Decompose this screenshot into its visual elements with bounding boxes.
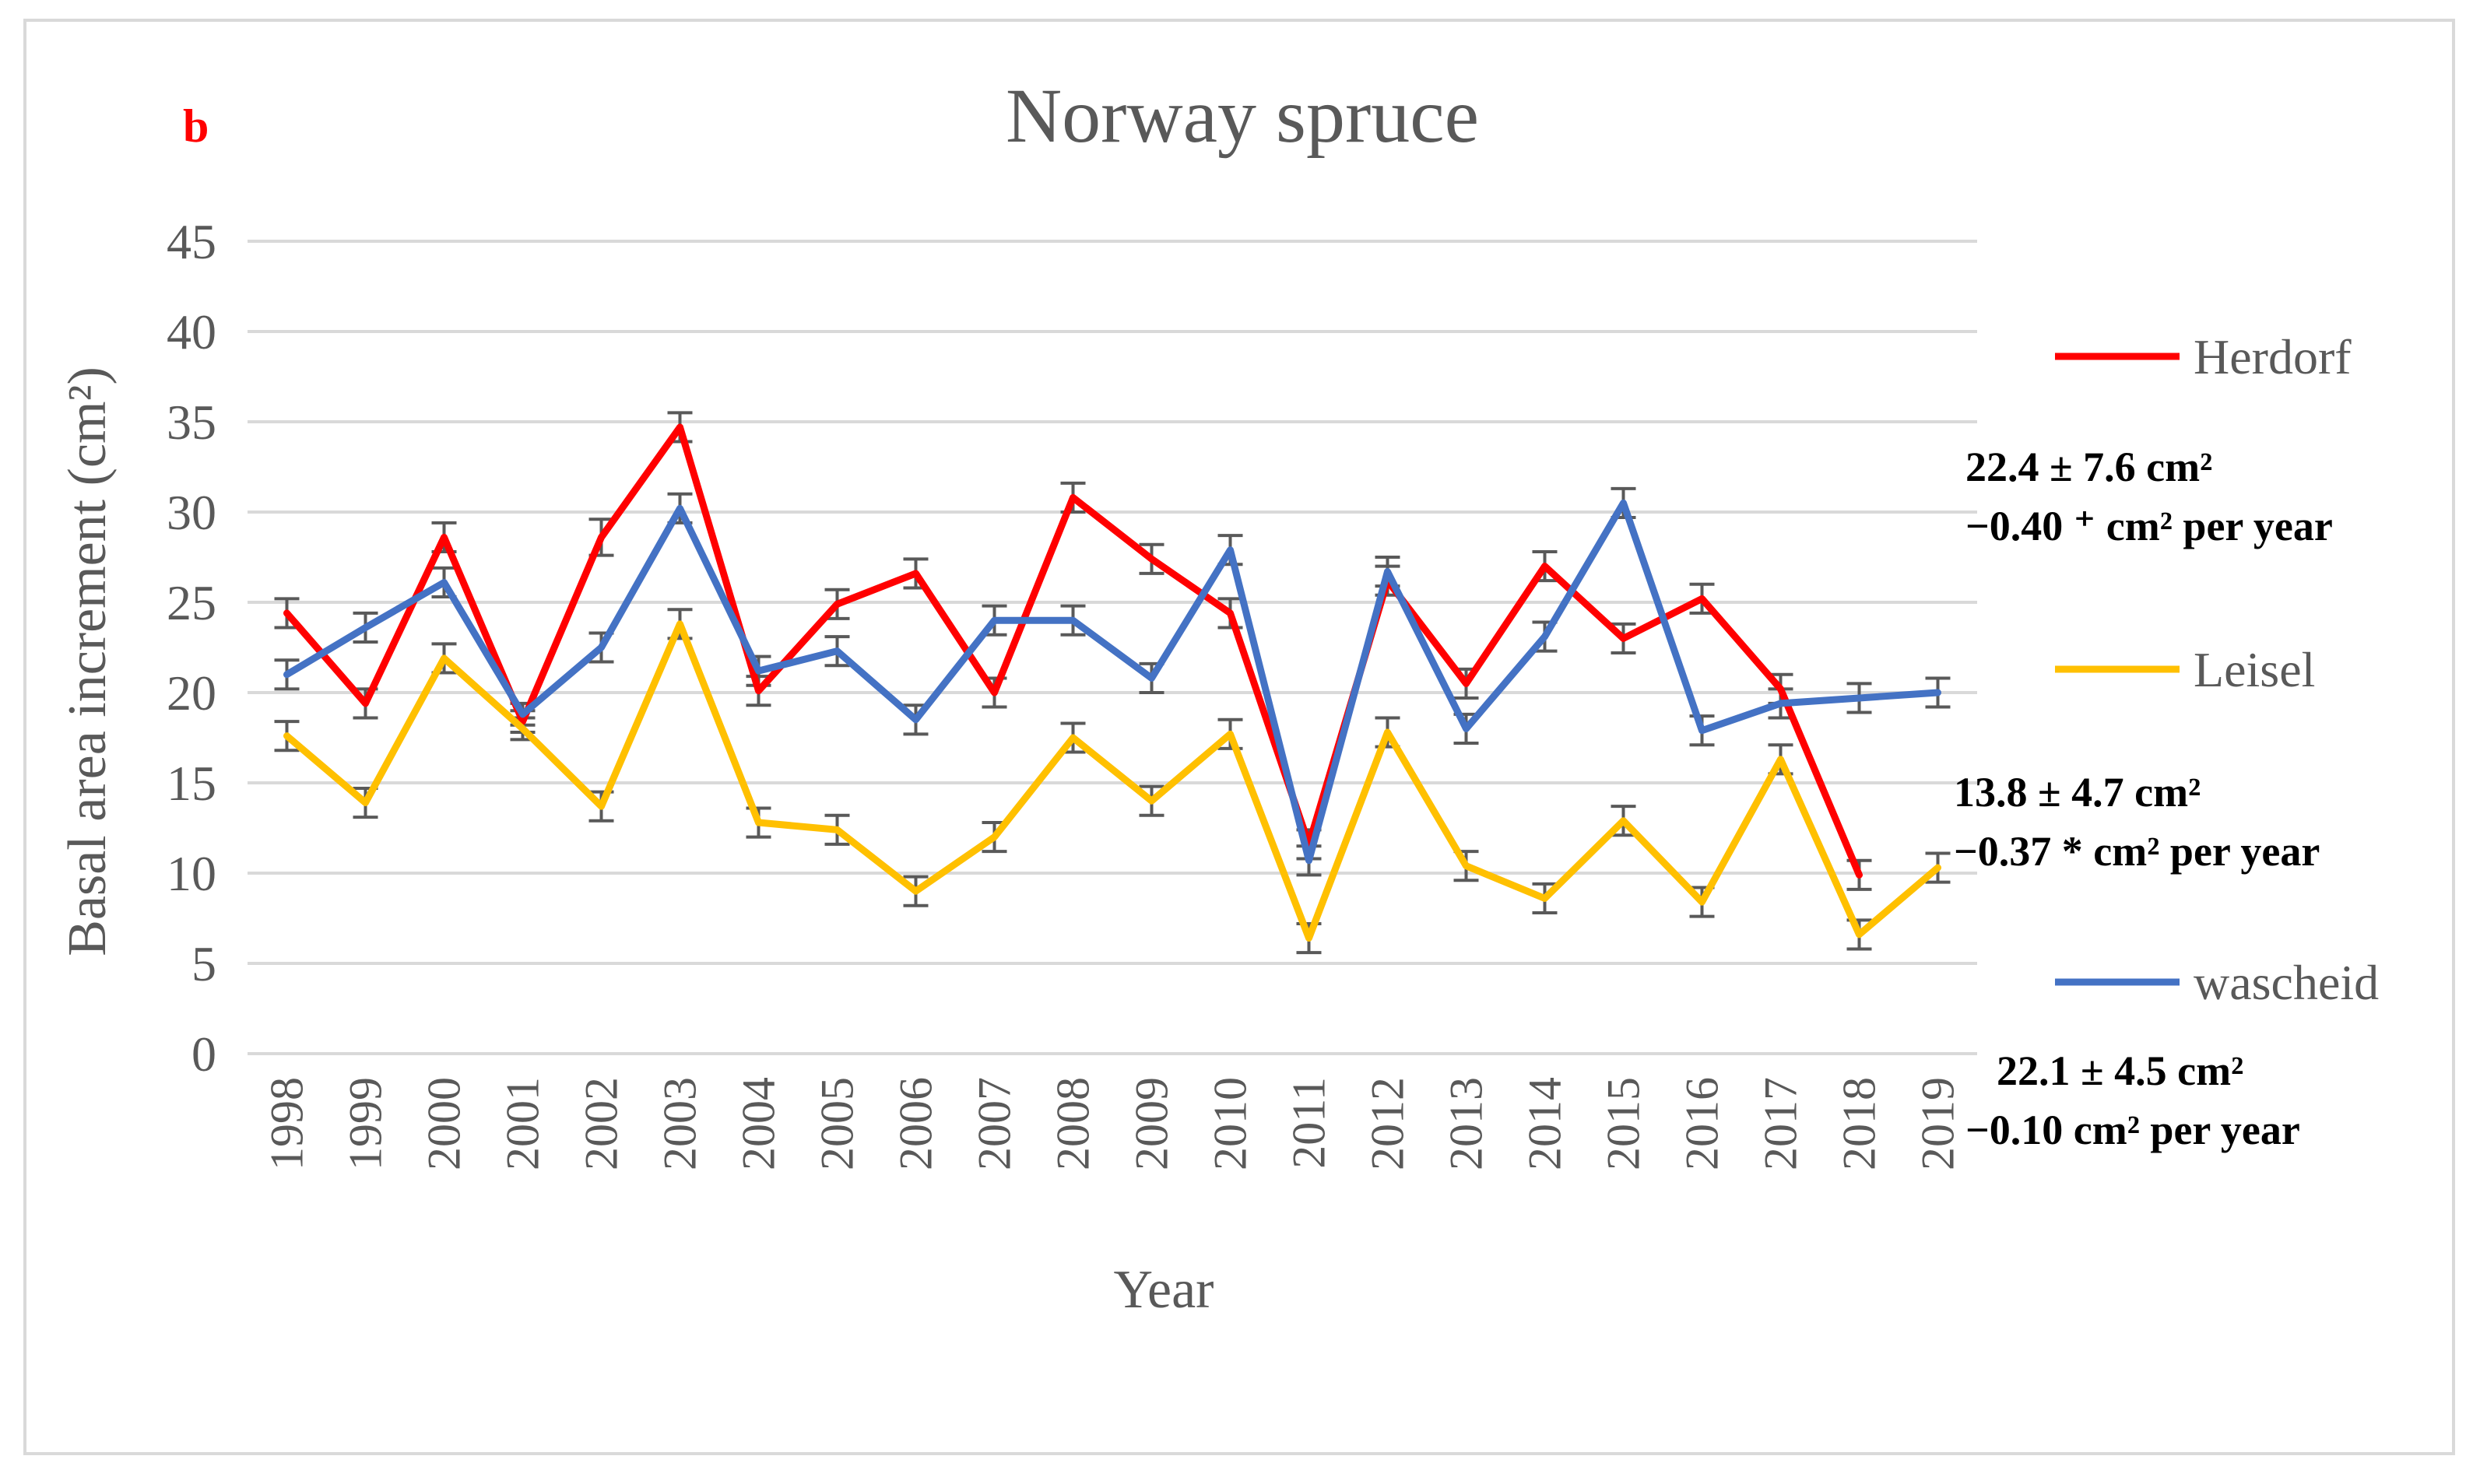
x-tick-labels: 1998 1999 2000 2001 2002 2003 2004 2005 2006 2007… bbox=[262, 1077, 1964, 1170]
x-axis-label: Year bbox=[1114, 1260, 1214, 1320]
x-tick-label: 2008 bbox=[1048, 1077, 1099, 1170]
x-tick-label: 2002 bbox=[576, 1077, 627, 1170]
x-tick-label: 2000 bbox=[419, 1077, 470, 1170]
stats-annotation-herdorf: 22.4 ± 7.6 cm² −0.40 ⁺ cm² per year bbox=[1965, 444, 2333, 549]
x-tick-label: 2001 bbox=[497, 1077, 549, 1170]
x-tick-label: 2012 bbox=[1362, 1077, 1414, 1170]
x-tick-label: 2003 bbox=[655, 1077, 706, 1170]
y-tick-label: 0 bbox=[191, 1026, 216, 1082]
x-tick-label: 2016 bbox=[1677, 1077, 1728, 1170]
series-line-wascheid bbox=[283, 499, 1941, 865]
y-tick-label: 30 bbox=[167, 485, 216, 540]
x-tick-label: 2007 bbox=[969, 1077, 1020, 1170]
stats-herdorf-trend: −0.40 ⁺ cm² per year bbox=[1965, 503, 2333, 549]
stats-herdorf-mean: 22.4 ± 7.6 cm² bbox=[1965, 444, 2212, 490]
x-tick-label: 2014 bbox=[1519, 1077, 1571, 1170]
stats-wascheid-mean: 22.1 ± 4.5 cm² bbox=[1997, 1047, 2243, 1094]
stats-wascheid-trend: −0.10 cm² per year bbox=[1965, 1107, 2300, 1153]
x-tick-label: 2004 bbox=[733, 1077, 785, 1170]
series-line-herdorf bbox=[283, 423, 1863, 879]
x-tick-label: 2019 bbox=[1913, 1077, 1964, 1170]
x-tick-label: 2005 bbox=[812, 1077, 863, 1170]
x-tick-label: 2017 bbox=[1755, 1077, 1807, 1170]
legend-label: Leisel bbox=[2194, 642, 2315, 697]
x-tick-label: 2013 bbox=[1441, 1077, 1492, 1170]
x-tick-label: 2018 bbox=[1834, 1077, 1885, 1170]
y-tick-label: 10 bbox=[167, 846, 216, 901]
chart-frame bbox=[23, 19, 2455, 1455]
stats-annotation-leisel: 13.8 ± 4.7 cm² −0.37 * cm² per year bbox=[1954, 769, 2320, 875]
y-axis-label: Basal area increment (cm²) bbox=[58, 367, 118, 956]
legend-label: Herdorf bbox=[2194, 329, 2352, 384]
legend-item-herdorf: Herdorf bbox=[2055, 329, 2352, 384]
x-tick-label: 2009 bbox=[1126, 1077, 1178, 1170]
x-tick-label: 2010 bbox=[1205, 1077, 1256, 1170]
stats-leisel-mean: 13.8 ± 4.7 cm² bbox=[1954, 769, 2201, 816]
y-tick-label: 25 bbox=[167, 575, 216, 630]
y-tick-label: 40 bbox=[167, 304, 216, 360]
legend: Herdorf Leisel wascheid bbox=[2055, 329, 2379, 1010]
series-lines bbox=[283, 423, 1941, 942]
legend-item-wascheid: wascheid bbox=[2055, 955, 2379, 1010]
chart-title: Norway spruce bbox=[1006, 72, 1479, 159]
x-tick-label: 2015 bbox=[1598, 1077, 1649, 1170]
y-tick-label: 5 bbox=[191, 936, 216, 991]
x-tick-label: 2006 bbox=[890, 1077, 942, 1170]
y-tick-label: 20 bbox=[167, 665, 216, 721]
stats-annotation-wascheid: 22.1 ± 4.5 cm² −0.10 cm² per year bbox=[1965, 1047, 2300, 1153]
x-tick-label: 1998 bbox=[262, 1077, 313, 1170]
legend-item-leisel: Leisel bbox=[2055, 642, 2315, 697]
panel-label: b bbox=[183, 100, 209, 152]
x-tick-label: 1999 bbox=[340, 1077, 392, 1170]
legend-label: wascheid bbox=[2194, 955, 2379, 1010]
y-tick-labels: 0 5 10 15 20 25 30 35 40 45 bbox=[167, 214, 216, 1082]
x-tick-label: 2011 bbox=[1284, 1077, 1335, 1169]
y-tick-label: 15 bbox=[167, 756, 216, 811]
y-tick-label: 35 bbox=[167, 395, 216, 450]
stats-leisel-trend: −0.37 * cm² per year bbox=[1954, 828, 2320, 875]
y-tick-label: 45 bbox=[167, 214, 216, 269]
series-line-leisel bbox=[283, 620, 1941, 942]
